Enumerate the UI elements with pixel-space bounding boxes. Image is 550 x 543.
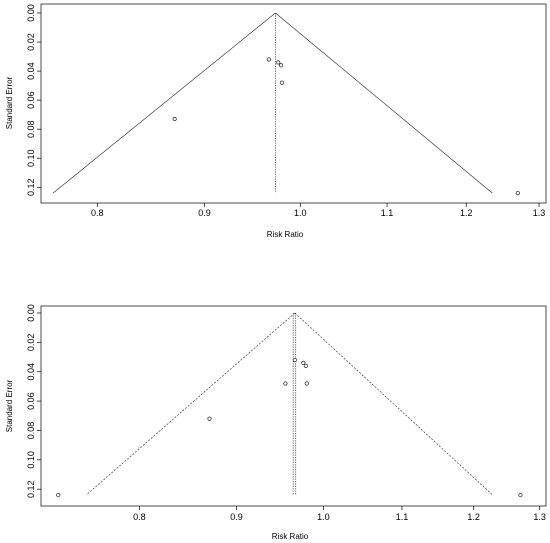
funnel-right-line xyxy=(294,312,493,496)
y-tick-label: 0.10 xyxy=(26,451,36,469)
y-tick-label: 0.00 xyxy=(26,304,36,322)
x-axis-label: Risk Ratio xyxy=(267,230,304,239)
y-tick-label: 0.10 xyxy=(26,149,36,167)
study-point xyxy=(518,492,523,498)
x-tick-label: 1.2 xyxy=(467,512,480,522)
y-tick-label: 0.02 xyxy=(26,33,36,51)
y-tick-label: 0.06 xyxy=(26,91,36,109)
funnel-plot-top: 0.8 0.9 1.0 1.1 1.2 1.3 0.00 0.02 0.04 0.06 0.08 0… xyxy=(5,3,547,239)
study-point xyxy=(303,363,308,368)
study-point xyxy=(301,360,306,366)
y-tick-label: 0.12 xyxy=(26,480,36,498)
x-tick-label: 1.2 xyxy=(460,208,473,218)
study-point xyxy=(207,416,212,421)
x-tick-label: 1.0 xyxy=(294,208,307,218)
x-tick-label: 1.3 xyxy=(533,512,546,522)
study-point xyxy=(266,57,271,62)
study-point xyxy=(276,60,281,65)
y-tick-label: 0.02 xyxy=(26,334,36,352)
funnel-right-line xyxy=(275,12,493,194)
study-point xyxy=(278,63,284,68)
study-point xyxy=(172,116,177,122)
x-tick-label: 0.9 xyxy=(230,512,243,522)
y-tick-label: 0.08 xyxy=(26,422,36,440)
funnel-left-line xyxy=(52,12,276,194)
study-point xyxy=(56,492,61,498)
study-point xyxy=(292,357,297,363)
x-tick-label: 1.1 xyxy=(381,208,394,218)
y-tick-label: 0.04 xyxy=(26,62,36,80)
study-point xyxy=(283,381,288,386)
y-tick-label: 0.06 xyxy=(26,392,36,410)
study-point xyxy=(279,80,285,85)
y-tick-label: 0.12 xyxy=(26,179,36,197)
y-tick-label: 0.08 xyxy=(26,120,36,138)
plot-frame xyxy=(40,305,547,507)
study-point xyxy=(304,381,309,386)
x-tick-label: 0.8 xyxy=(133,512,146,522)
x-tick-label: 0.9 xyxy=(198,208,211,218)
funnel-left-line xyxy=(85,312,296,496)
x-tick-label: 1.0 xyxy=(317,512,330,522)
x-tick-label: 0.8 xyxy=(91,208,104,218)
x-tick-label: 1.3 xyxy=(533,208,546,218)
x-axis-label: Risk Ratio xyxy=(272,532,309,541)
y-tick-label: 0.04 xyxy=(26,363,36,381)
plot-frame xyxy=(40,3,547,204)
y-axis-label: Standard Error xyxy=(5,76,14,129)
funnel-plot-bottom: 0.8 0.9 1.0 1.1 1.2 1.3 0.00 0.02 0.04 0.06 0.08 0… xyxy=(5,304,547,541)
y-tick-label: 0.00 xyxy=(26,4,36,22)
study-point xyxy=(515,190,520,196)
x-tick-label: 1.1 xyxy=(396,512,409,522)
y-axis-label: Standard Error xyxy=(5,379,14,432)
